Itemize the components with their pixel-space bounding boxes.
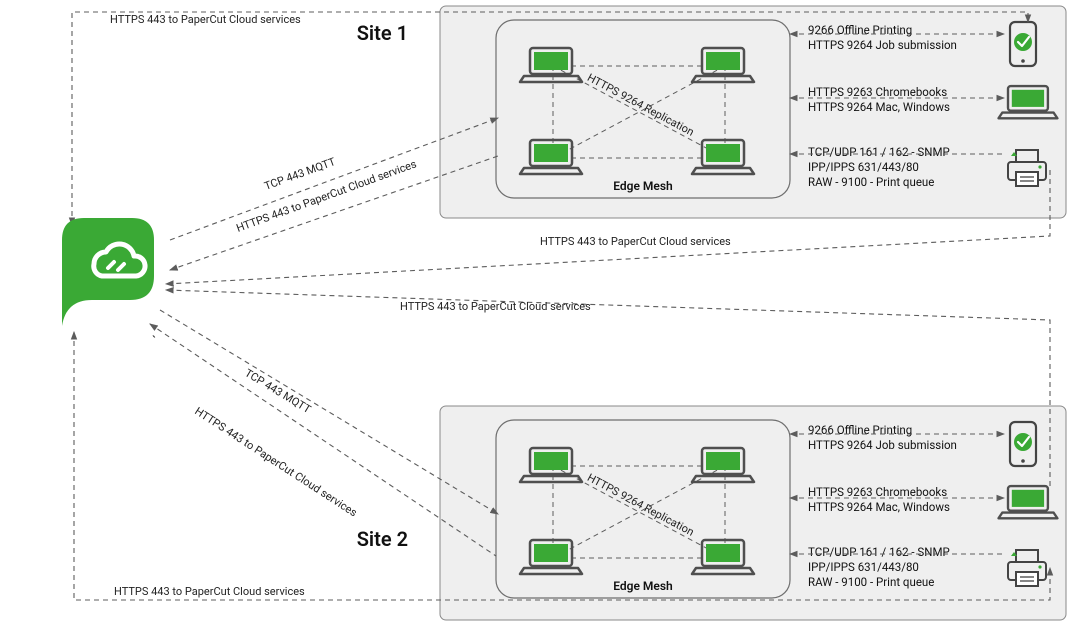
laptop-icon [692,48,754,82]
site-panel [440,6,1066,218]
laptop-icon [692,540,754,574]
mobile-conn-label: HTTPS 9264 Job submission [808,38,957,52]
mobile-conn-label: HTTPS 9264 Job submission [808,438,957,452]
laptop-icon [520,48,582,82]
printer-conn-label: TCP/UDP 161 / 162 - SNMP [808,545,950,559]
laptop-icon [520,140,582,174]
laptop-conn-label: HTTPS 9263 Chromebooks [808,485,947,499]
printer-conn-label: TCP/UDP 161 / 162 - SNMP [808,145,950,159]
cloud-link-label: HTTPS 443 to PaperCut Cloud services [540,235,731,248]
laptop-conn-label: HTTPS 9264 Mac, Windows [808,100,950,114]
printer-conn-label: RAW - 9100 - Print queue [808,575,934,589]
edge-mesh-label: Edge Mesh [613,579,673,593]
printer-conn-label: IPP/IPPS 631/443/80 [808,560,919,574]
laptop-icon [692,448,754,482]
laptop-icon [999,86,1058,118]
laptop-conn-label: HTTPS 9264 Mac, Windows [808,500,950,514]
site-title: Site 2 [357,527,408,551]
printer-conn-label: IPP/IPPS 631/443/80 [808,160,919,174]
laptop-icon [520,540,582,574]
cloud-link-label: HTTPS 443 to PaperCut Cloud services [110,13,301,26]
stray-mark: ` [152,334,156,350]
laptop-icon [692,140,754,174]
edge-mesh-label: Edge Mesh [613,179,673,193]
laptop-conn-label: HTTPS 9263 Chromebooks [808,85,947,99]
printer-conn-label: RAW - 9100 - Print queue [808,175,934,189]
site-title: Site 1 [357,21,408,45]
laptop-icon [999,486,1058,518]
cloud-link-label: HTTPS 443 to PaperCut Cloud services [114,585,305,598]
site-panel [440,406,1066,620]
mobile-conn-label: 9266 Offline Printing [808,23,912,37]
cloud-link-label: HTTPS 443 to PaperCut Cloud services [400,300,591,313]
laptop-icon [520,448,582,482]
mobile-conn-label: 9266 Offline Printing [808,423,912,437]
